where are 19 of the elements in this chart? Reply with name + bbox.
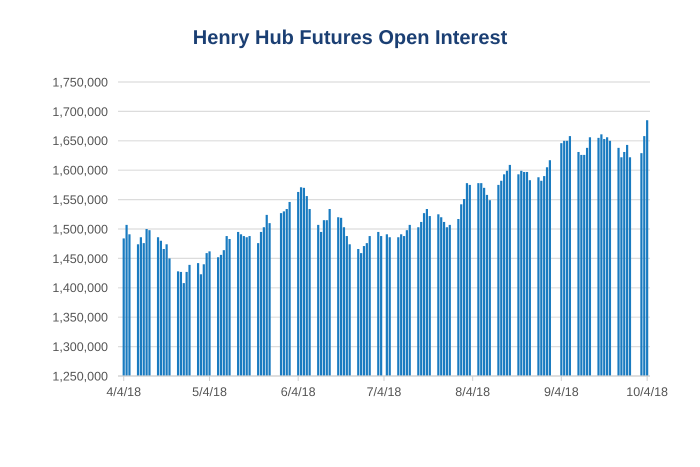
x-tick-label: 6/4/18: [280, 385, 316, 399]
y-tick-label: 1,750,000: [52, 75, 108, 90]
chart-title: Henry Hub Futures Open Interest: [192, 27, 508, 49]
y-tick-label: 1,700,000: [52, 104, 108, 119]
y-tick-label: 1,500,000: [52, 222, 108, 236]
y-tick-label: 1,350,000: [52, 310, 108, 325]
y-tick-label: 1,400,000: [52, 281, 108, 296]
y-tick-label: 1,550,000: [52, 192, 108, 207]
x-tick-label: 5/4/18: [192, 385, 227, 399]
x-tick-label: 7/4/18: [366, 385, 402, 399]
y-tick-label: 1,650,000: [52, 134, 108, 148]
y-tick-label: 1,300,000: [52, 340, 108, 354]
x-tick-label: 10/4/18: [626, 385, 668, 399]
y-tick-label: 1,450,000: [52, 252, 108, 266]
x-tick-label: 8/4/18: [455, 385, 490, 399]
x-tick-label: 4/4/18: [106, 385, 142, 399]
y-tick-label: 1,250,000: [52, 369, 108, 384]
x-tick-label: 9/4/18: [544, 385, 579, 399]
y-tick-label: 1,600,000: [52, 164, 108, 178]
